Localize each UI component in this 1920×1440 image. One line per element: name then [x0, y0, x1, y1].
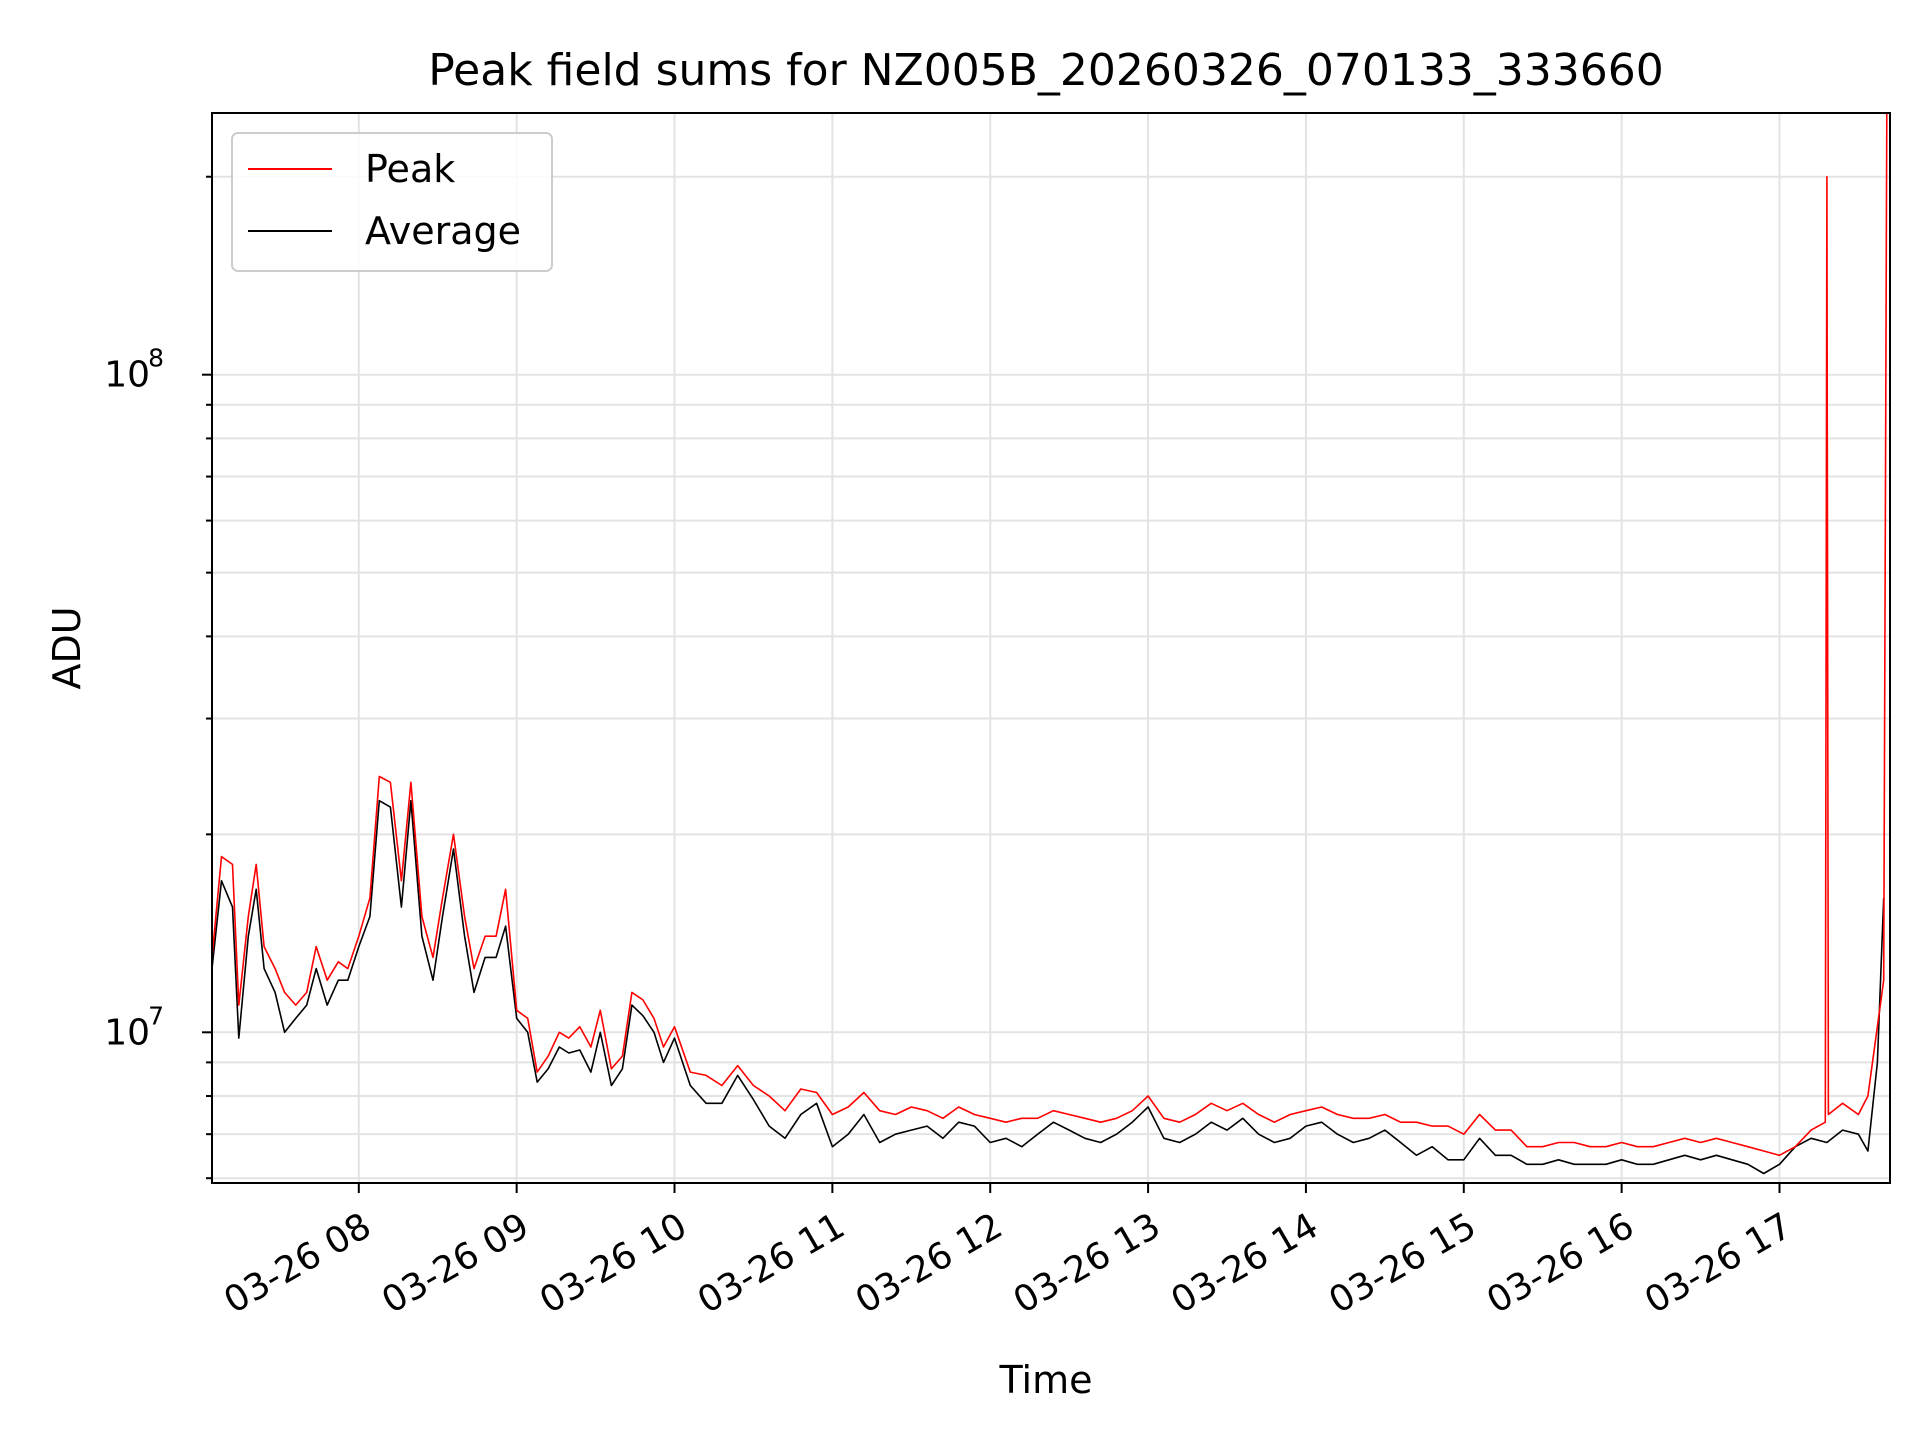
data-layer — [212, 113, 1890, 1175]
legend-label-average: Average — [365, 209, 521, 253]
y-tick-label-exponent: 7 — [148, 1001, 164, 1030]
series-line-peak — [212, 113, 1890, 1157]
legend-label-peak: Peak — [365, 147, 455, 191]
plot-frame — [211, 112, 1891, 1184]
y-tick-label: 10 — [104, 355, 150, 396]
grid-layer — [212, 113, 1890, 1183]
legend: Peak Average — [231, 132, 553, 272]
series-line-average — [212, 799, 1885, 1175]
x-axis-label: Time — [999, 1358, 1093, 1402]
y-tick-label: 10 — [104, 1012, 150, 1053]
y-tick-label-exponent: 8 — [148, 344, 164, 373]
chart-title: Peak field sums for NZ005B_20260326_0701… — [428, 45, 1664, 96]
legend-box — [231, 132, 553, 272]
y-axis-label: ADU — [45, 606, 89, 689]
